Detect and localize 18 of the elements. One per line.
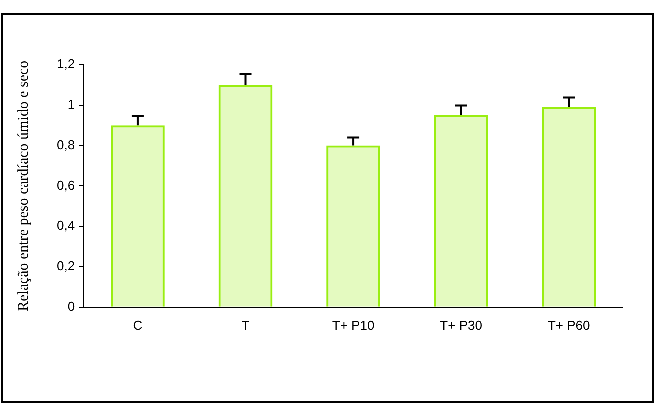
x-tick-label: T <box>242 318 250 333</box>
y-tick-label: 0,4 <box>56 218 76 234</box>
y-tick-label: 0,2 <box>56 258 76 274</box>
y-axis-title: Relação entre peso cardíaco úmido e seco <box>16 60 32 312</box>
bar <box>218 85 273 307</box>
y-tick-label: 1 <box>68 96 76 112</box>
x-tick-label: T+ P60 <box>548 318 590 333</box>
bar <box>326 146 380 307</box>
y-tick-label: 0,6 <box>56 178 76 193</box>
x-tick-label: T+ P30 <box>440 318 482 333</box>
y-tick-label: 0,8 <box>56 137 76 152</box>
bar <box>542 107 596 307</box>
x-tick-label: C <box>133 318 143 333</box>
bar <box>111 126 165 307</box>
bar <box>434 116 488 307</box>
y-tick-label: 0 <box>68 298 76 314</box>
x-tick-label: T+ P10 <box>332 318 375 333</box>
y-tick-label: 1,2 <box>56 56 76 72</box>
